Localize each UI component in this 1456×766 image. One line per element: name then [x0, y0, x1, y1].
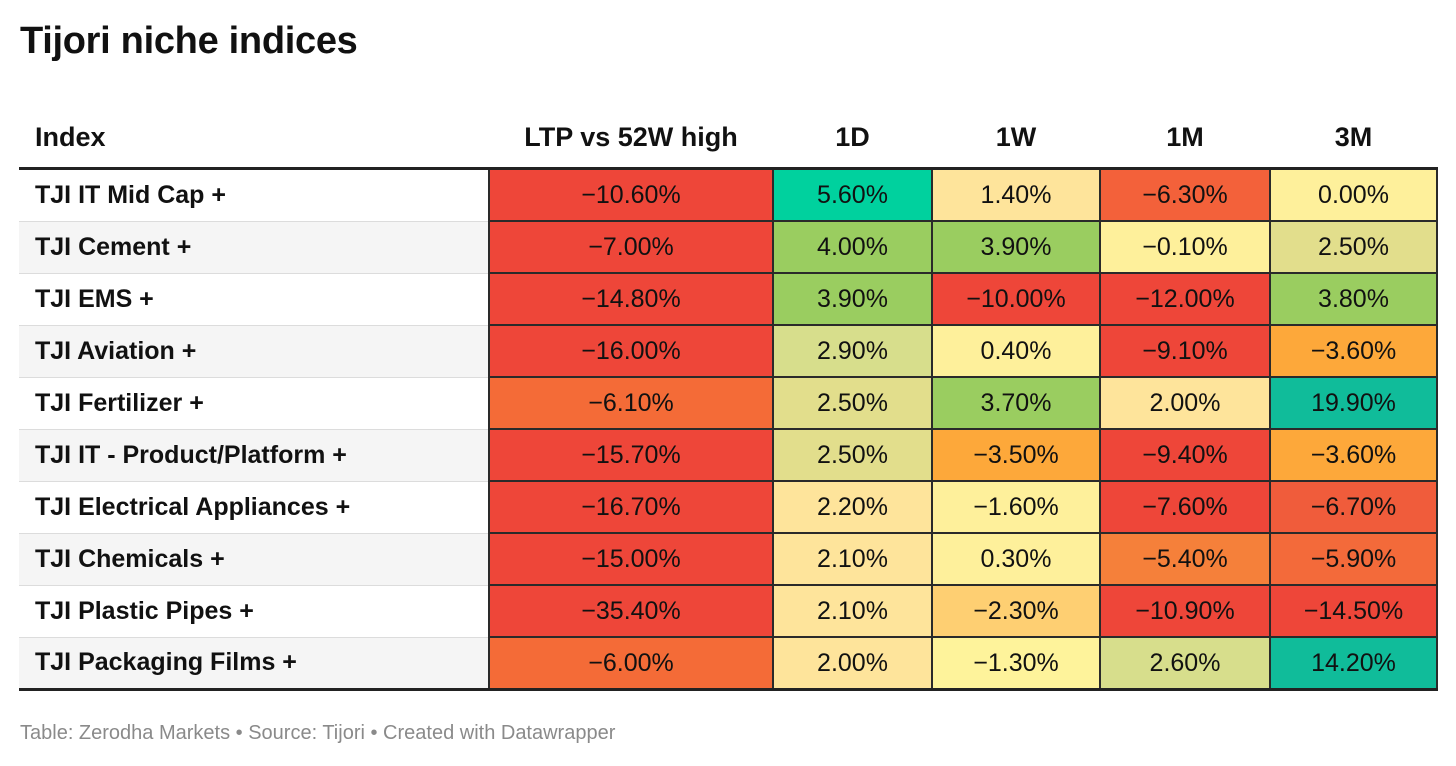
value-cell-1m: −9.40%	[1099, 428, 1271, 482]
value-cell-ltp-vs-52w-high: −6.10%	[488, 376, 774, 430]
value-cell-3m: 3.80%	[1269, 272, 1438, 326]
value-cell-1w: −1.60%	[931, 480, 1101, 534]
value-cell-1m: −6.30%	[1099, 167, 1271, 222]
value-cell-3m: −3.60%	[1269, 324, 1438, 378]
value-cell-1d: 2.50%	[772, 428, 933, 482]
column-header-ltp-vs-52w-high: LTP vs 52W high	[489, 107, 773, 170]
table-row: TJI Aviation + −16.00% 2.90% 0.40% −9.10% −3.…	[19, 324, 1438, 378]
value-cell-3m: 14.20%	[1269, 636, 1438, 691]
value-cell-1d: 2.10%	[772, 584, 933, 638]
value-cell-3m: 0.00%	[1269, 167, 1438, 222]
value-cell-1w: −10.00%	[931, 272, 1101, 326]
value-cell-ltp-vs-52w-high: −7.00%	[488, 220, 774, 274]
value-cell-1m: −0.10%	[1099, 220, 1271, 274]
column-header-1w: 1W	[932, 107, 1100, 170]
column-header-index: Index	[19, 107, 489, 170]
value-cell-1m: −7.60%	[1099, 480, 1271, 534]
value-cell-1m: −10.90%	[1099, 584, 1271, 638]
value-cell-1w: −3.50%	[931, 428, 1101, 482]
table-row: TJI Chemicals + −15.00% 2.10% 0.30% −5.40% −5…	[19, 532, 1438, 586]
index-name-cell: TJI IT - Product/Platform +	[19, 429, 489, 482]
value-cell-3m: −3.60%	[1269, 428, 1438, 482]
column-header-3m: 3M	[1270, 107, 1437, 170]
value-cell-3m: −6.70%	[1269, 480, 1438, 534]
value-cell-3m: 19.90%	[1269, 376, 1438, 430]
value-cell-1d: 2.50%	[772, 376, 933, 430]
value-cell-1d: 2.90%	[772, 324, 933, 378]
value-cell-ltp-vs-52w-high: −6.00%	[488, 636, 774, 691]
value-cell-1m: −5.40%	[1099, 532, 1271, 586]
value-cell-3m: −5.90%	[1269, 532, 1438, 586]
table-row: TJI IT - Product/Platform + −15.70% 2.50% −…	[19, 428, 1438, 482]
value-cell-ltp-vs-52w-high: −35.40%	[488, 584, 774, 638]
value-cell-1w: −1.30%	[931, 636, 1101, 691]
value-cell-ltp-vs-52w-high: −15.00%	[488, 532, 774, 586]
index-name-cell: TJI Chemicals +	[19, 533, 489, 586]
index-name-cell: TJI Electrical Appliances +	[19, 481, 489, 534]
value-cell-1w: 3.90%	[931, 220, 1101, 274]
indices-table: Index LTP vs 52W high 1D 1W 1M 3M TJI IT…	[19, 107, 1438, 691]
value-cell-1w: 0.40%	[931, 324, 1101, 378]
index-name-cell: TJI EMS +	[19, 273, 489, 326]
value-cell-ltp-vs-52w-high: −16.00%	[488, 324, 774, 378]
table-row: TJI Plastic Pipes + −35.40% 2.10% −2.30% −10…	[19, 584, 1438, 638]
table-body: TJI IT Mid Cap + −10.60% 5.60% 1.40% −6.30% 0…	[19, 167, 1438, 691]
value-cell-1d: 5.60%	[772, 167, 933, 222]
footer-credits: Table: Zerodha Markets • Source: Tijori …	[20, 722, 616, 744]
value-cell-1m: −9.10%	[1099, 324, 1271, 378]
value-cell-1m: 2.60%	[1099, 636, 1271, 691]
value-cell-ltp-vs-52w-high: −14.80%	[488, 272, 774, 326]
table-row: TJI EMS + −14.80% 3.90% −10.00% −12.00% 3.80%	[19, 272, 1438, 326]
value-cell-3m: −14.50%	[1269, 584, 1438, 638]
value-cell-3m: 2.50%	[1269, 220, 1438, 274]
value-cell-ltp-vs-52w-high: −15.70%	[488, 428, 774, 482]
value-cell-ltp-vs-52w-high: −10.60%	[488, 167, 774, 222]
value-cell-1d: 2.20%	[772, 480, 933, 534]
index-name-cell: TJI Cement +	[19, 221, 489, 274]
index-name-cell: TJI Packaging Films +	[19, 637, 489, 691]
value-cell-1w: 1.40%	[931, 167, 1101, 222]
value-cell-1w: −2.30%	[931, 584, 1101, 638]
value-cell-1w: 0.30%	[931, 532, 1101, 586]
value-cell-1w: 3.70%	[931, 376, 1101, 430]
table-row: TJI IT Mid Cap + −10.60% 5.60% 1.40% −6.30% 0…	[19, 167, 1438, 222]
index-name-cell: TJI Plastic Pipes +	[19, 585, 489, 638]
chart-title: Tijori niche indices	[20, 20, 358, 62]
value-cell-1d: 2.10%	[772, 532, 933, 586]
value-cell-1d: 3.90%	[772, 272, 933, 326]
index-name-cell: TJI IT Mid Cap +	[19, 168, 489, 222]
value-cell-1m: 2.00%	[1099, 376, 1271, 430]
table-row: TJI Packaging Films + −6.00% 2.00% −1.30% 2.…	[19, 636, 1438, 691]
table-row: TJI Electrical Appliances + −16.70% 2.20% −…	[19, 480, 1438, 534]
table-row: TJI Cement + −7.00% 4.00% 3.90% −0.10% 2.50%	[19, 220, 1438, 274]
value-cell-1d: 2.00%	[772, 636, 933, 691]
column-header-1m: 1M	[1100, 107, 1270, 170]
table-row: TJI Fertilizer + −6.10% 2.50% 3.70% 2.00% 19.…	[19, 376, 1438, 430]
column-header-1d: 1D	[773, 107, 932, 170]
value-cell-ltp-vs-52w-high: −16.70%	[488, 480, 774, 534]
value-cell-1m: −12.00%	[1099, 272, 1271, 326]
header-row: Index LTP vs 52W high 1D 1W 1M 3M	[19, 107, 1437, 170]
value-cell-1d: 4.00%	[772, 220, 933, 274]
index-name-cell: TJI Aviation +	[19, 325, 489, 378]
index-name-cell: TJI Fertilizer +	[19, 377, 489, 430]
